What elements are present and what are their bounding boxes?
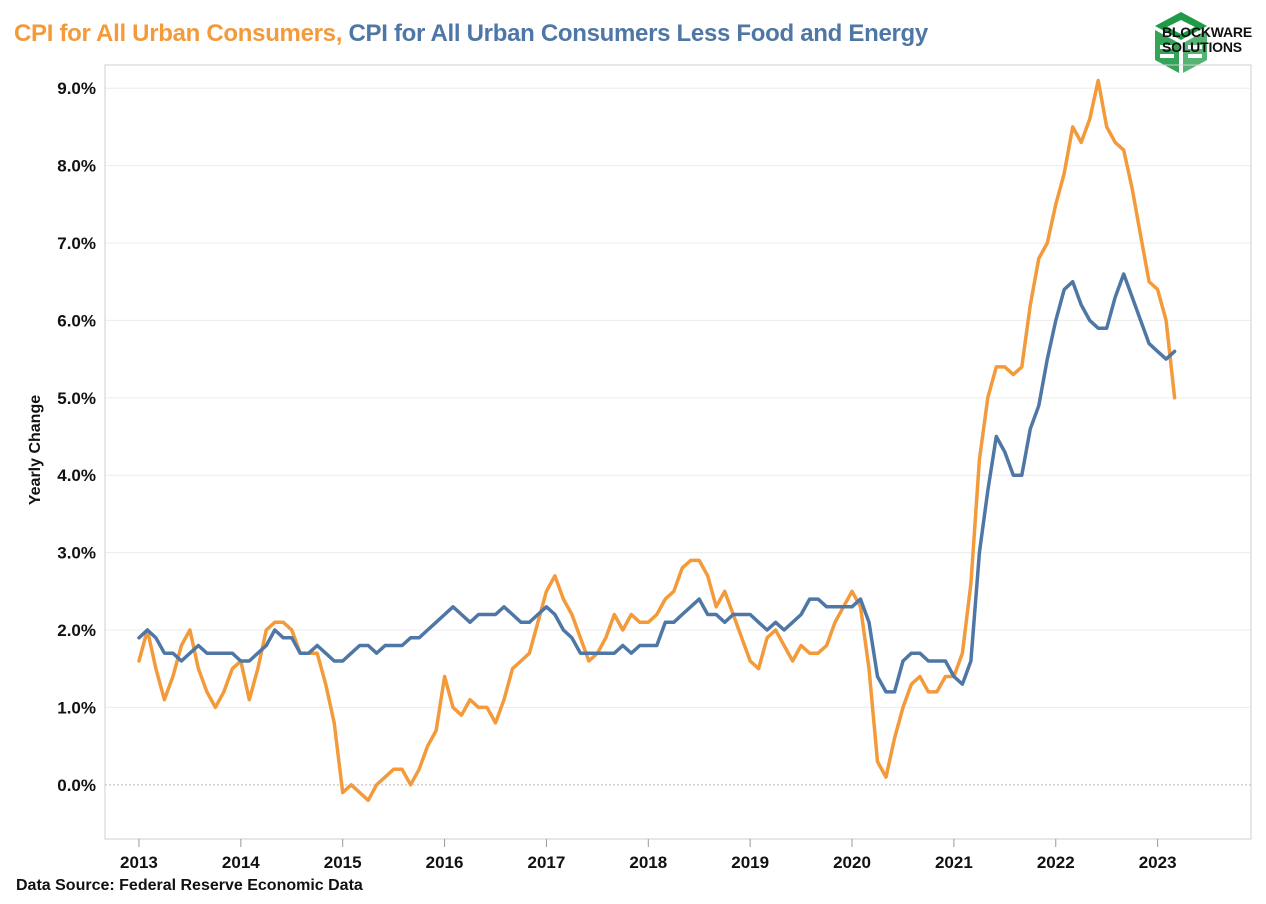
y-tick-label: 9.0%: [57, 79, 96, 98]
logo-text: BLOCKWARE SOLUTIONS: [1162, 25, 1252, 55]
y-tick-labels: 0.0% 1.0% 2.0% 3.0% 4.0% 5.0% 6.0% 7.0% 8.0% 9.0%: [57, 79, 96, 795]
gridlines: [105, 87, 1251, 786]
axes: [104, 64, 1252, 847]
logo-line1: BLOCKWARE: [1162, 24, 1252, 40]
x-tick-label: 2013: [120, 853, 158, 872]
logo-line2: SOLUTIONS: [1162, 39, 1242, 55]
y-tick-label: 7.0%: [57, 234, 96, 253]
x-tick-label: 2018: [629, 853, 667, 872]
series-line-cpi: [137, 78, 1177, 803]
series-lines: [137, 78, 1177, 803]
plot-frame: [104, 64, 1252, 840]
x-tick-label: 2017: [528, 853, 566, 872]
x-tick-label: 2023: [1139, 853, 1177, 872]
y-tick-label: 6.0%: [57, 311, 96, 330]
x-tick-label: 2019: [731, 853, 769, 872]
series-line-core-cpi: [137, 272, 1177, 694]
x-tick-label: 2016: [426, 853, 464, 872]
y-tick-label: 1.0%: [57, 698, 96, 717]
chart-title-core: CPI for All Urban Consumers Less Food an…: [342, 20, 928, 47]
data-source: Data Source: Federal Reserve Economic Da…: [16, 877, 363, 894]
y-tick-label: 5.0%: [57, 389, 96, 408]
y-tick-label: 2.0%: [57, 621, 96, 640]
blockware-logo: [1155, 12, 1207, 73]
x-tick-labels: 2013 2014 2015 2016 2017 2018 2019 2020 2021 2022…: [120, 853, 1176, 872]
x-tick-label: 2014: [222, 853, 260, 872]
x-tick-label: 2021: [935, 853, 973, 872]
chart-title: CPI for All Urban Consumers, CPI for All…: [14, 20, 928, 48]
x-tick-label: 2015: [324, 853, 362, 872]
x-tick-label: 2022: [1037, 853, 1075, 872]
y-tick-label: 8.0%: [57, 157, 96, 176]
y-tick-label: 0.0%: [57, 776, 96, 795]
y-tick-label: 3.0%: [57, 544, 96, 563]
chart-title-headline: CPI for All Urban Consumers,: [14, 20, 343, 47]
y-tick-label: 4.0%: [57, 466, 96, 485]
x-tick-label: 2020: [833, 853, 871, 872]
